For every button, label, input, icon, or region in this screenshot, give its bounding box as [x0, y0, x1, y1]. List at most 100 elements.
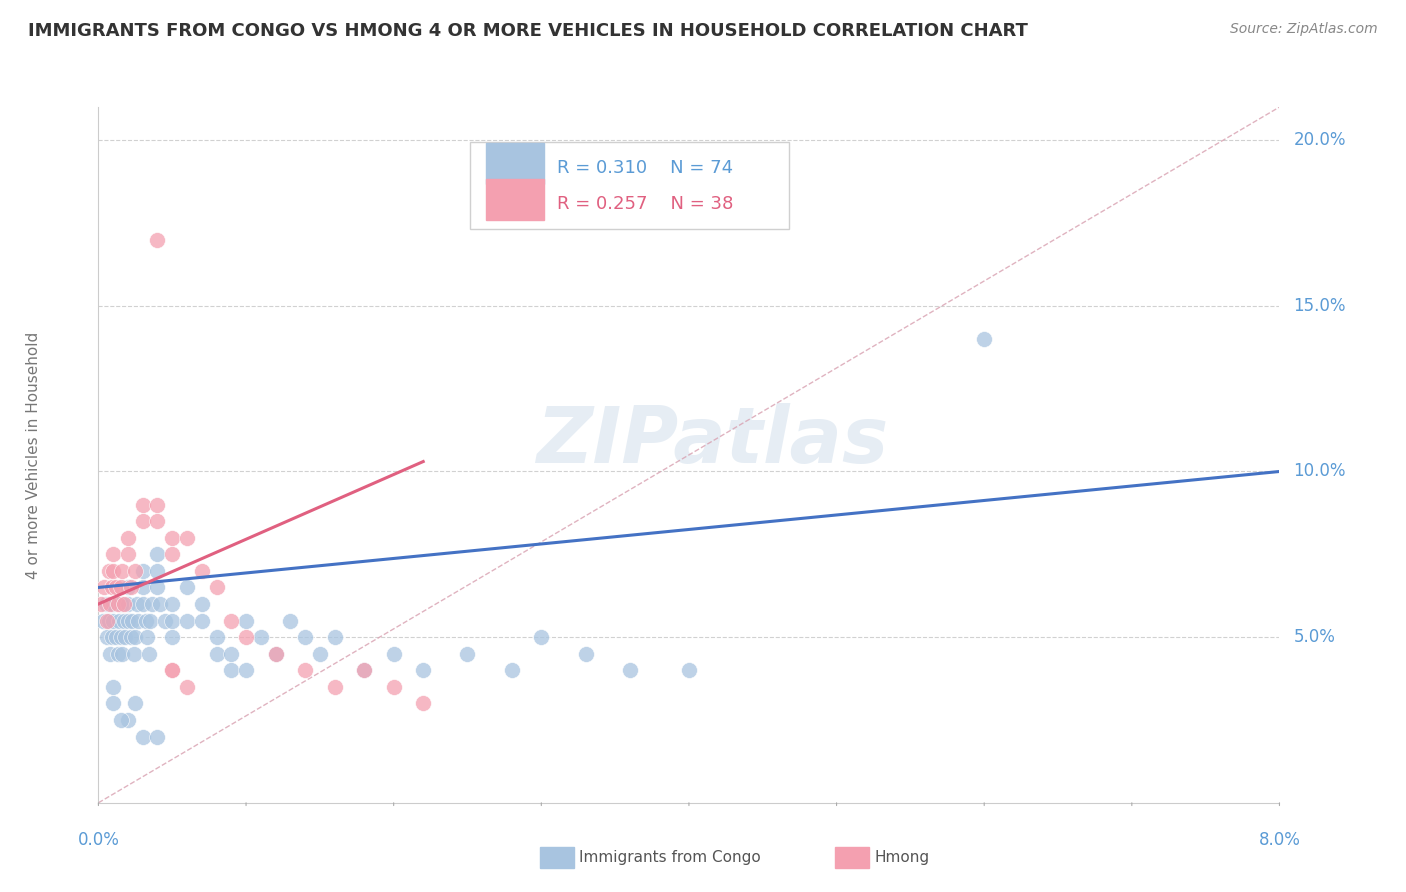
Point — [574, 647, 596, 661]
Point — [132, 514, 155, 528]
Point — [100, 581, 122, 595]
Point — [678, 663, 700, 677]
Point — [110, 630, 132, 644]
Point — [146, 581, 169, 595]
Point — [353, 663, 375, 677]
Point — [382, 647, 405, 661]
Point — [132, 730, 155, 744]
Point — [153, 614, 176, 628]
Point — [107, 647, 129, 661]
Point — [117, 581, 139, 595]
Point — [219, 647, 242, 661]
Point — [250, 630, 273, 644]
Text: ZIPatlas: ZIPatlas — [537, 403, 889, 479]
Point — [264, 647, 287, 661]
Point — [93, 581, 115, 595]
Point — [294, 630, 316, 644]
Point — [235, 663, 257, 677]
Text: 8.0%: 8.0% — [1258, 830, 1301, 848]
Point — [146, 730, 169, 744]
Point — [146, 564, 169, 578]
Text: Hmong: Hmong — [875, 850, 929, 864]
Text: IMMIGRANTS FROM CONGO VS HMONG 4 OR MORE VEHICLES IN HOUSEHOLD CORRELATION CHART: IMMIGRANTS FROM CONGO VS HMONG 4 OR MORE… — [28, 22, 1028, 40]
Point — [141, 597, 163, 611]
Point — [162, 547, 183, 561]
Point — [149, 597, 172, 611]
Point — [146, 514, 169, 528]
Point — [100, 630, 122, 644]
Point — [235, 630, 257, 644]
Point — [132, 581, 155, 595]
Point — [308, 647, 332, 661]
Point — [117, 713, 139, 727]
Point — [176, 614, 198, 628]
Point — [973, 332, 995, 346]
Text: 5.0%: 5.0% — [1294, 628, 1336, 646]
Point — [132, 597, 155, 611]
Point — [124, 630, 146, 644]
Point — [105, 630, 128, 644]
Point — [124, 697, 146, 711]
Point — [117, 614, 139, 628]
Point — [219, 614, 242, 628]
Point — [122, 647, 145, 661]
Point — [139, 614, 162, 628]
Point — [111, 564, 134, 578]
Point — [530, 630, 553, 644]
Point — [112, 597, 135, 611]
Text: 15.0%: 15.0% — [1294, 297, 1346, 315]
Point — [127, 614, 149, 628]
Point — [98, 597, 121, 611]
Point — [110, 581, 132, 595]
Point — [323, 680, 346, 694]
Point — [278, 614, 301, 628]
Point — [97, 614, 120, 628]
Point — [382, 680, 405, 694]
Point — [124, 564, 146, 578]
Point — [162, 663, 183, 677]
FancyBboxPatch shape — [835, 847, 869, 868]
Point — [162, 630, 183, 644]
Point — [96, 614, 118, 628]
Text: R = 0.257    N = 38: R = 0.257 N = 38 — [557, 195, 733, 213]
Point — [120, 630, 142, 644]
Text: Immigrants from Congo: Immigrants from Congo — [579, 850, 761, 864]
Point — [191, 564, 214, 578]
Point — [162, 614, 183, 628]
Point — [103, 564, 124, 578]
Point — [132, 498, 155, 512]
Point — [91, 614, 114, 628]
Point — [353, 663, 375, 677]
Point — [191, 597, 214, 611]
Point — [94, 597, 117, 611]
Point — [162, 597, 183, 611]
Point — [191, 614, 214, 628]
Point — [294, 663, 316, 677]
Point — [132, 564, 155, 578]
Point — [176, 680, 198, 694]
Text: Source: ZipAtlas.com: Source: ZipAtlas.com — [1230, 22, 1378, 37]
FancyBboxPatch shape — [486, 179, 544, 219]
Text: R = 0.310    N = 74: R = 0.310 N = 74 — [557, 160, 733, 178]
Point — [103, 547, 124, 561]
Point — [176, 581, 198, 595]
Point — [96, 630, 118, 644]
Point — [146, 547, 169, 561]
Point — [323, 630, 346, 644]
Point — [103, 680, 124, 694]
Point — [138, 647, 160, 661]
Point — [98, 647, 121, 661]
Point — [110, 713, 132, 727]
Point — [103, 597, 124, 611]
Point — [412, 663, 434, 677]
Point — [108, 614, 131, 628]
Point — [117, 547, 139, 561]
Point — [117, 597, 139, 611]
Point — [176, 531, 198, 545]
Point — [412, 697, 434, 711]
FancyBboxPatch shape — [540, 847, 574, 868]
Point — [97, 564, 120, 578]
Point — [107, 597, 129, 611]
Point — [501, 663, 523, 677]
Point — [146, 498, 169, 512]
